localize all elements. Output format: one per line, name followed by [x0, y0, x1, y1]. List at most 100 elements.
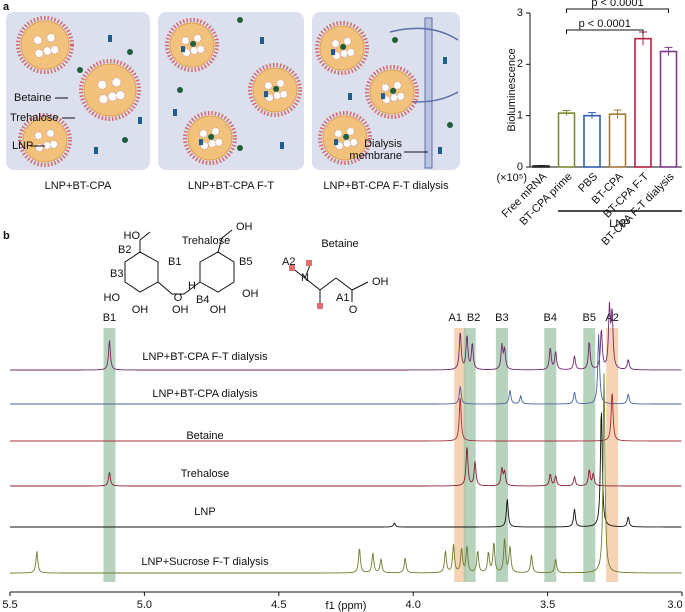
spectrum [10, 447, 682, 487]
y-tick-label: 2 [517, 58, 523, 70]
spectrum [10, 393, 682, 442]
mrna [34, 48, 44, 58]
panel-label: a [3, 1, 10, 13]
atom: OH [236, 221, 253, 233]
x-tick-label: 4.0 [406, 599, 421, 611]
mrna [46, 33, 56, 43]
atom: HO [104, 292, 121, 304]
bar [583, 114, 601, 168]
legend-label: LNP [12, 140, 33, 152]
betaine [280, 142, 284, 149]
mrna [97, 79, 108, 90]
ring [199, 251, 235, 293]
betaine [260, 37, 264, 44]
lnp [79, 59, 141, 121]
structures [124, 229, 369, 306]
lnp [315, 21, 369, 75]
y-unit: (×10⁵) [496, 172, 527, 184]
ring [124, 251, 159, 293]
atom: OH [242, 288, 259, 300]
mrna [111, 77, 122, 88]
proton-label: A2 [282, 256, 295, 268]
caption: LNP+BT-CPA [45, 180, 112, 192]
betaine [173, 109, 177, 116]
band [606, 328, 619, 582]
mrna [334, 129, 343, 138]
caption: LNP+BT-CPA F-T dialysis [323, 180, 449, 192]
atom: OH [132, 304, 149, 316]
legend-label: Dialysis [364, 138, 402, 150]
lnp [22, 117, 68, 163]
betaine [199, 139, 203, 146]
y-tick-label: 0 [517, 161, 523, 173]
band-label: B5 [583, 312, 596, 324]
proton-label: B1 [168, 256, 181, 268]
x-axis-label: f1 (ppm) [326, 600, 367, 612]
proton-label: B2 [118, 244, 131, 256]
trace-label: LNP+BT-CPA F-T dialysis [142, 351, 268, 363]
betaine [443, 57, 447, 64]
proton-label: B5 [239, 256, 252, 268]
mrna [349, 138, 359, 147]
atom: OH [172, 304, 189, 316]
caption: LNP+BT-CPA F-T [188, 180, 275, 192]
mrna [115, 90, 126, 101]
bar [659, 50, 678, 168]
proton-label: B4 [196, 294, 209, 306]
trehalose [177, 87, 183, 93]
mrna [49, 140, 59, 149]
bar [557, 112, 576, 168]
trehalose [237, 145, 243, 151]
trehalose [273, 85, 280, 92]
trace-label: LNP [194, 506, 215, 518]
trehalose [390, 87, 397, 94]
x-tick-label: 3.5 [540, 599, 555, 611]
mrna [276, 79, 285, 88]
mrna [346, 48, 356, 57]
y-tick-label: 3 [517, 7, 523, 19]
arrow [389, 27, 459, 41]
x-tick-label: 3.0 [667, 599, 682, 611]
spectrum [10, 334, 682, 405]
bracket [566, 29, 644, 34]
mrna [199, 129, 208, 138]
methyl [289, 265, 295, 271]
spectrum [10, 412, 682, 528]
betaine [348, 93, 352, 100]
mrna [396, 92, 406, 101]
mrna [214, 138, 224, 147]
mrna [381, 83, 390, 92]
legend-label: Trehalose [10, 112, 59, 124]
atom: N [301, 272, 309, 284]
mrna [211, 127, 220, 136]
lnp [365, 65, 419, 119]
band [583, 328, 596, 582]
spectrum [10, 373, 682, 574]
trehalose [237, 17, 243, 23]
trehalose [392, 37, 398, 43]
mrna [279, 90, 289, 99]
betaine [381, 93, 385, 100]
atom: HO [124, 230, 141, 242]
proton-label: A1 [336, 292, 349, 304]
atom: OH [210, 304, 227, 316]
methyl [306, 260, 312, 266]
structure-title: Trehalose [182, 235, 231, 247]
mrna [33, 35, 43, 45]
structure-title: Betaine [321, 238, 358, 250]
lnp [83, 63, 137, 117]
mrna [343, 37, 352, 46]
mrna [346, 127, 355, 136]
lnp [318, 111, 372, 165]
trehalose [127, 49, 133, 55]
methyl [317, 303, 323, 309]
mrna [331, 39, 340, 48]
band-label: B1 [103, 312, 116, 324]
panel-label: b [3, 230, 10, 242]
band-label: B2 [467, 312, 480, 324]
band-label: B4 [544, 312, 557, 324]
atom: O [174, 292, 183, 304]
mrna [35, 143, 44, 152]
membrane [424, 17, 433, 169]
lnp [20, 20, 70, 70]
